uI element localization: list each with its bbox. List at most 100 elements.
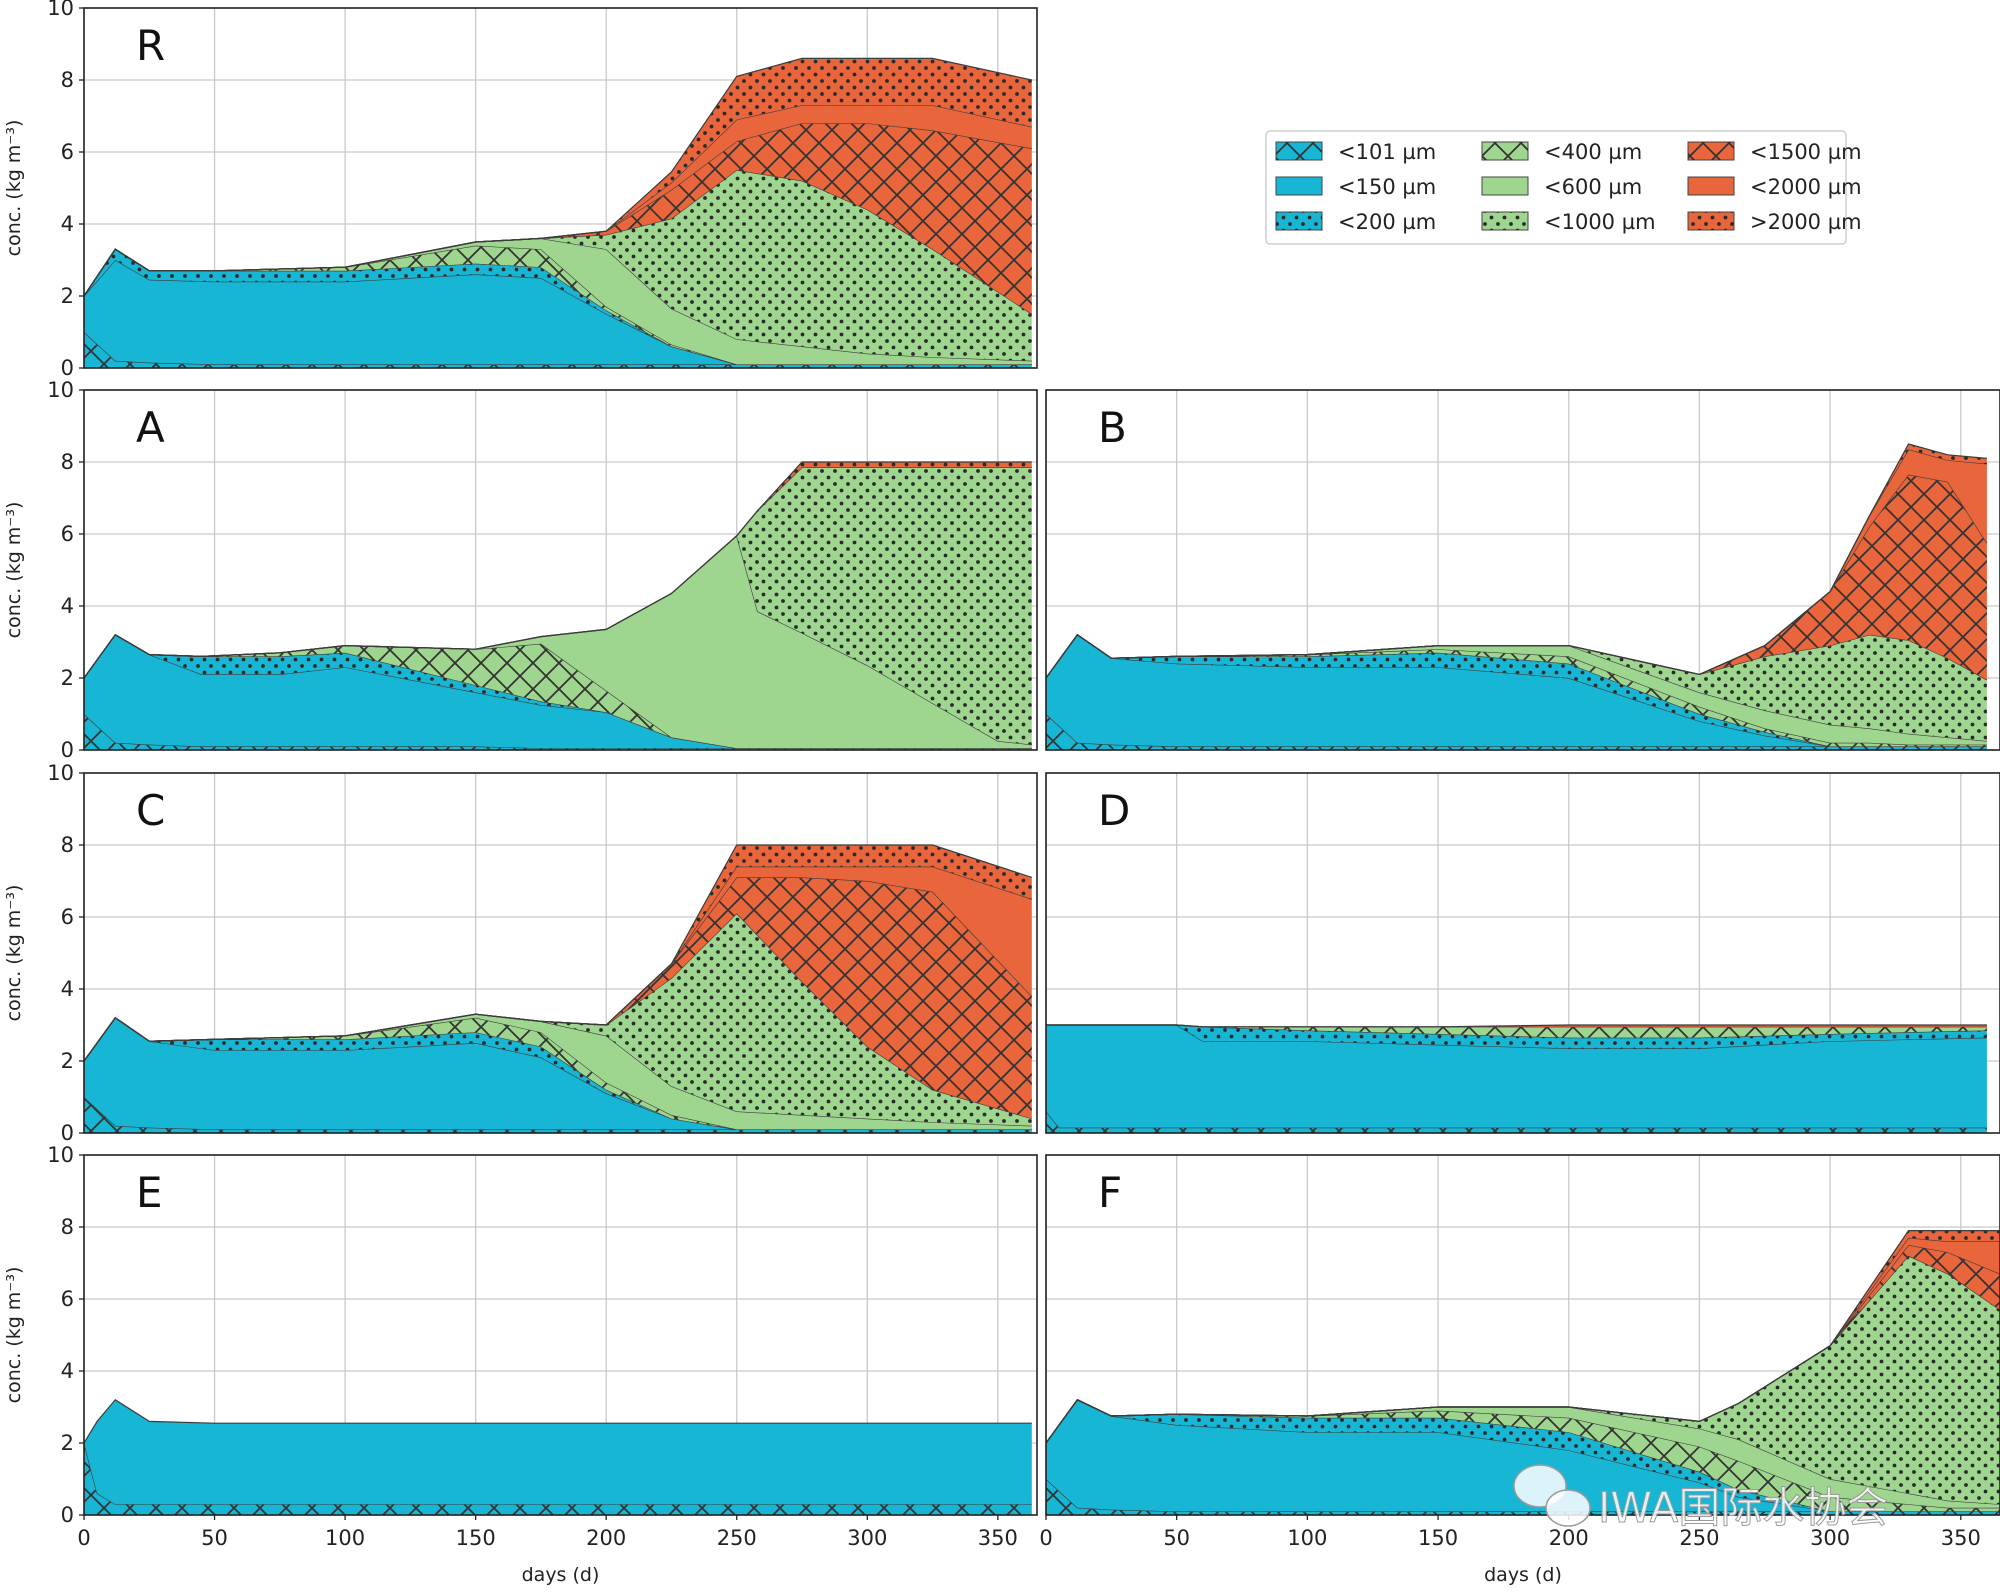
panel-label: R: [136, 21, 165, 70]
panel-label: D: [1098, 786, 1130, 835]
panel-label: C: [136, 786, 165, 835]
x-tick-label: 0: [1039, 1526, 1052, 1550]
plot-frame: [83, 7, 1038, 369]
legend-swatch-hatch: [1276, 142, 1322, 160]
legend-swatch-dots: [1482, 212, 1528, 230]
panel-c: 0 2 4 6 8 10 conc. (kg m⁻³) C: [3, 761, 1038, 1145]
plot-frame: [83, 389, 1038, 751]
y-tick-label: 10: [47, 1143, 74, 1167]
area-400-m-hatch: [1046, 1399, 2000, 1512]
plot-frame: [1045, 1154, 2000, 1516]
stacked-areas: [1046, 443, 1988, 750]
x-axis-label: days (d): [522, 1564, 600, 1586]
y-axis-label: conc. (kg m⁻³): [3, 885, 25, 1022]
area-400-m-hatch: [1046, 1025, 1987, 1038]
legend-label: <1000 µm: [1544, 210, 1656, 234]
y-tick-label: 6: [61, 1287, 74, 1311]
legend-swatch: [1481, 176, 1529, 196]
legend-swatch-dots: [1276, 212, 1322, 230]
legend-label: <2000 µm: [1750, 175, 1862, 199]
area-150-m: [1046, 1025, 1987, 1128]
y-tick-label: 2: [61, 1431, 74, 1455]
legend-item-1000-m: <1000 µm: [1481, 210, 1656, 234]
area-2000-m-edge: [84, 461, 1032, 679]
legend-label: <101 µm: [1338, 140, 1436, 164]
panel-label: E: [136, 1168, 163, 1217]
y-tick-label: 8: [61, 1215, 74, 1239]
area-150-m-edge: [84, 1399, 1032, 1444]
area-2000-m-edge: [84, 844, 1032, 1062]
wechat-icon-bubble: [1545, 1489, 1591, 1527]
panel-label: F: [1098, 1168, 1122, 1217]
y-axis-label: conc. (kg m⁻³): [3, 1267, 25, 1404]
plot-frame: [83, 772, 1038, 1134]
x-tick-label: 350: [978, 1526, 1018, 1550]
panel-label: B: [1098, 403, 1127, 452]
area-1500-m-hatch: [84, 877, 1032, 1119]
y-axis-label: conc. (kg m⁻³): [3, 120, 25, 257]
watermark: IWA国际水协会: [1513, 1464, 1889, 1533]
x-tick-label: 50: [201, 1526, 228, 1550]
x-tick-label: 300: [1810, 1526, 1850, 1550]
x-tick-label: 300: [847, 1526, 887, 1550]
area-600-m: [1046, 1399, 2000, 1508]
legend-label: <150 µm: [1338, 175, 1436, 199]
watermark-text: IWA国际水协会: [1598, 1483, 1888, 1532]
area-600-m: [1046, 634, 1987, 745]
y-tick-label: 4: [61, 977, 74, 1001]
y-tick-label: 6: [61, 140, 74, 164]
x-tick-label: 200: [586, 1526, 626, 1550]
area-2000-m-edge: [84, 57, 1032, 297]
area-1000-m-dots: [84, 467, 1032, 745]
legend-label: <400 µm: [1544, 140, 1642, 164]
x-axis-label: days (d): [1484, 1564, 1562, 1586]
x-tick-label: 350: [1941, 1526, 1981, 1550]
y-tick-label: 4: [61, 594, 74, 618]
y-tick-label: 0: [61, 738, 74, 762]
legend-item-200-m: <200 µm: [1275, 210, 1436, 234]
area-150-m: [84, 634, 1032, 749]
panel-d: D: [1045, 772, 2000, 1134]
y-tick-label: 8: [61, 68, 74, 92]
y-tick-label: 4: [61, 212, 74, 236]
area-2000-m-edge: [1046, 1024, 1987, 1028]
y-tick-label: 8: [61, 450, 74, 474]
y-tick-label: 10: [47, 761, 74, 785]
y-tick-label: 10: [47, 378, 74, 402]
legend-label: >2000 µm: [1750, 210, 1862, 234]
legend-swatch-hatch: [1482, 142, 1528, 160]
stacked-areas: [84, 57, 1033, 368]
area-150-m: [1046, 1399, 2000, 1512]
area-150-m: [84, 260, 1032, 365]
area-1500-m-hatch: [84, 123, 1032, 314]
area-400-m-hatch: [1046, 634, 1987, 747]
stacked-areas: [84, 461, 1032, 750]
area-600-m: [84, 238, 1032, 365]
y-tick-label: 0: [61, 1503, 74, 1527]
x-tick-label: 150: [456, 1526, 496, 1550]
y-tick-label: 0: [61, 356, 74, 380]
plot-frame: [83, 1154, 1038, 1516]
area-150-m: [1046, 634, 1987, 747]
y-tick-label: 6: [61, 905, 74, 929]
x-tick-label: 0: [77, 1526, 90, 1550]
x-tick-label: 50: [1163, 1526, 1190, 1550]
x-tick-label: 250: [1679, 1526, 1719, 1550]
legend-item-101-m: <101 µm: [1275, 140, 1436, 164]
y-tick-label: 10: [47, 0, 74, 20]
area-200-m-dots: [84, 249, 1032, 365]
stacked-areas: [1046, 1024, 1987, 1133]
area-150-m: [84, 1017, 1032, 1130]
area-600-m: [84, 535, 1032, 749]
area-400-m-hatch: [84, 634, 1032, 749]
area-1000-m-dots: [1046, 1255, 2000, 1505]
plot-frame: [1045, 772, 2000, 1134]
legend-swatch-dots: [1688, 212, 1734, 230]
panel-b: B: [1045, 389, 2000, 751]
y-tick-label: 2: [61, 666, 74, 690]
area-200-m-dots: [84, 1017, 1032, 1130]
legend-swatch-hatch: [1688, 142, 1734, 160]
legend-item-2000-m: <2000 µm: [1687, 175, 1862, 199]
legend-item-1500-m: <1500 µm: [1687, 140, 1862, 164]
